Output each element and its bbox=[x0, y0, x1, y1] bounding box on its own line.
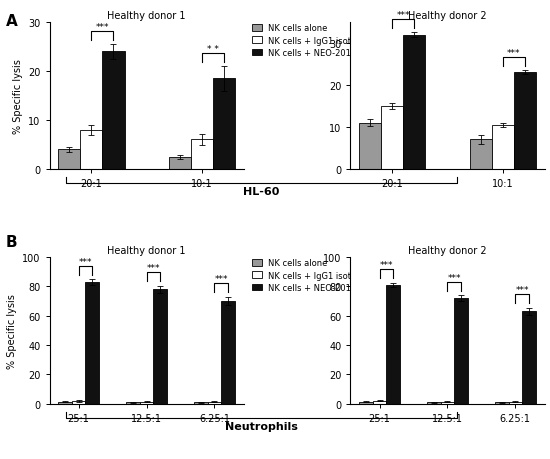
Y-axis label: % Specific lysis: % Specific lysis bbox=[7, 293, 16, 368]
Title: Healthy donor 2: Healthy donor 2 bbox=[408, 11, 487, 21]
Bar bbox=[58, 402, 72, 404]
Bar bbox=[58, 150, 80, 169]
Bar bbox=[359, 123, 381, 169]
Text: A: A bbox=[6, 14, 17, 29]
Text: ***: *** bbox=[379, 261, 393, 270]
Bar bbox=[441, 402, 454, 404]
Bar bbox=[102, 52, 124, 169]
Bar bbox=[509, 402, 522, 404]
Bar bbox=[126, 403, 140, 404]
Bar bbox=[80, 130, 102, 169]
Legend: NK cells alone, NK cells + IgG1 isotype control, NK cells + NEO-201: NK cells alone, NK cells + IgG1 isotype … bbox=[252, 258, 399, 292]
Text: ***: *** bbox=[214, 275, 228, 284]
Text: B: B bbox=[6, 234, 17, 249]
Text: ***: *** bbox=[96, 23, 109, 32]
Bar bbox=[72, 401, 85, 404]
Bar bbox=[427, 403, 441, 404]
Bar bbox=[495, 403, 509, 404]
Text: ***: *** bbox=[397, 11, 410, 20]
Bar bbox=[153, 290, 167, 404]
Bar bbox=[359, 402, 373, 404]
Text: ***: *** bbox=[515, 286, 529, 295]
Bar bbox=[85, 282, 99, 404]
Title: Healthy donor 1: Healthy donor 1 bbox=[107, 245, 186, 255]
Y-axis label: % Specific lysis: % Specific lysis bbox=[13, 59, 23, 134]
Bar bbox=[514, 73, 536, 169]
Bar bbox=[454, 298, 468, 404]
Text: HL-60: HL-60 bbox=[244, 187, 280, 197]
Legend: NK cells alone, NK cells + IgG1 isotype control, NK cells + NEO-201: NK cells alone, NK cells + IgG1 isotype … bbox=[252, 24, 399, 58]
Bar bbox=[386, 285, 400, 404]
Text: * *: * * bbox=[207, 45, 219, 54]
Bar bbox=[221, 302, 235, 404]
Bar bbox=[169, 157, 191, 169]
Bar bbox=[522, 312, 536, 404]
Text: ***: *** bbox=[79, 257, 92, 266]
Bar bbox=[140, 402, 153, 404]
Title: Healthy donor 1: Healthy donor 1 bbox=[107, 11, 186, 21]
Bar bbox=[191, 140, 213, 169]
Bar bbox=[492, 125, 514, 169]
Bar bbox=[373, 401, 386, 404]
Text: ***: *** bbox=[448, 273, 461, 282]
Title: Healthy donor 2: Healthy donor 2 bbox=[408, 245, 487, 255]
Bar bbox=[194, 403, 208, 404]
Bar bbox=[470, 140, 492, 169]
Bar bbox=[208, 402, 221, 404]
Text: Neutrophils: Neutrophils bbox=[225, 421, 298, 431]
Bar bbox=[381, 106, 403, 169]
Text: ***: *** bbox=[147, 264, 160, 273]
Text: ***: *** bbox=[507, 49, 520, 58]
Bar bbox=[213, 79, 235, 169]
Bar bbox=[403, 35, 425, 169]
